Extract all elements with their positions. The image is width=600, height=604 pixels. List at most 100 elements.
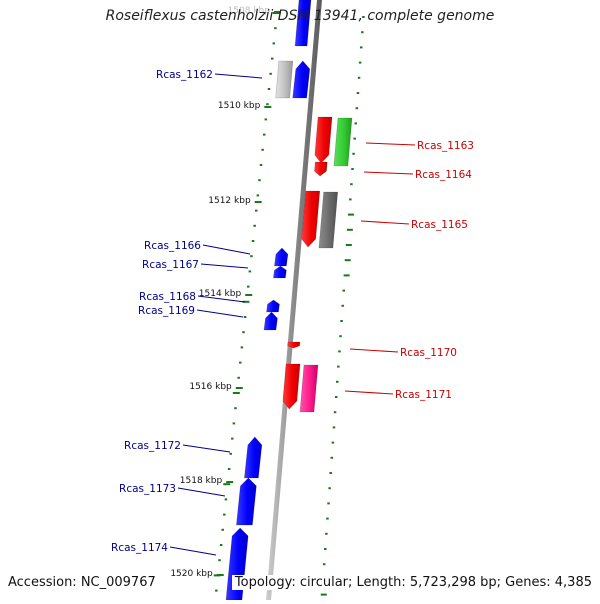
- genome-backbone-line: [266, 0, 322, 600]
- tick-mark: [221, 528, 224, 531]
- scale-label: 1508 kbp: [228, 6, 271, 16]
- tick-mark: [223, 513, 226, 516]
- gene-label-rcas-1168[interactable]: Rcas_1168: [139, 291, 196, 303]
- tick-mark: [239, 361, 242, 364]
- tick-mark: [270, 57, 274, 60]
- scale-tick: [226, 481, 234, 483]
- gene-rcas-1165[interactable]: [301, 190, 321, 248]
- tick-mark: [359, 46, 363, 49]
- tick-mark: [248, 270, 252, 273]
- label-leader-line: [344, 390, 394, 395]
- tick-mark: [266, 103, 269, 106]
- tick-mark: [340, 320, 343, 322]
- gene-label-rcas-1164[interactable]: Rcas_1164: [415, 169, 472, 181]
- gene-label-rcas-1162[interactable]: Rcas_1162: [156, 69, 213, 81]
- gene-rcas-1164[interactable]: [314, 161, 328, 177]
- tick-mark: [357, 76, 361, 79]
- tick-mark: [269, 72, 272, 75]
- gene-rcas-1162-pseudo[interactable]: [275, 60, 294, 99]
- tick-mark: [344, 259, 351, 262]
- scale-tick: [245, 294, 253, 296]
- gene-label-rcas-1173[interactable]: Rcas_1173: [119, 483, 176, 495]
- tick-mark: [237, 376, 240, 379]
- gene-features: [225, 0, 353, 601]
- gene-rcas-1168[interactable]: [266, 299, 280, 313]
- scale-label: 1520 kbp: [170, 569, 213, 579]
- tick-mark: [264, 118, 268, 121]
- label-leader-line: [200, 263, 249, 269]
- gene-label-rcas-1170[interactable]: Rcas_1170: [400, 347, 457, 359]
- gene-rcas-1163-b[interactable]: [333, 117, 353, 167]
- tick-mark: [259, 164, 263, 166]
- gene-rcas-1172[interactable]: [244, 436, 263, 479]
- gene-rcas-1162[interactable]: [292, 60, 311, 99]
- tick-mark: [247, 285, 250, 288]
- gene-label-rcas-1174[interactable]: Rcas_1174: [111, 542, 168, 554]
- tick-mark: [320, 593, 327, 596]
- tick-mark: [242, 300, 250, 303]
- tick-mark: [229, 452, 232, 455]
- page-title: Roseiflexus castenholzii DSM 13941, comp…: [105, 8, 495, 24]
- tick-mark: [324, 548, 327, 550]
- gene-rcas-1161[interactable]: [294, 0, 312, 47]
- gene-rcas-1169[interactable]: [263, 311, 278, 331]
- tick-mark: [326, 517, 329, 520]
- tick-mark: [338, 350, 341, 353]
- gene-rcas-1173[interactable]: [236, 477, 257, 526]
- gene-label-rcas-1171[interactable]: Rcas_1171: [395, 389, 452, 401]
- gene-label-rcas-1166[interactable]: Rcas_1166: [144, 240, 201, 252]
- gene-labels: Rcas_1162 Rcas_1163 Rcas_1164 Rcas_1165 Rcas…: [111, 69, 474, 556]
- tick-mark: [330, 456, 334, 459]
- label-leader-line: [197, 295, 246, 303]
- tick-mark: [274, 27, 277, 30]
- gene-label-rcas-1165[interactable]: Rcas_1165: [411, 219, 468, 231]
- scale-labels: 1508 kbp 1510 kbp 1512 kbp 1514 kbp 1516 kbp…: [170, 6, 281, 579]
- tick-mark: [332, 426, 336, 429]
- gene-label-rcas-1169[interactable]: Rcas_1169: [138, 305, 195, 317]
- gene-rcas-1166[interactable]: [274, 247, 289, 267]
- tick-mark: [352, 152, 355, 155]
- tick-mark: [356, 92, 360, 94]
- tick-mark: [358, 61, 362, 64]
- gene-rcas-1163[interactable]: [314, 116, 333, 164]
- accession-text: Accession: NC_009767: [8, 575, 156, 590]
- tick-mark: [223, 483, 231, 486]
- gene-rcas-1170[interactable]: [287, 341, 301, 349]
- genome-backbone: [266, 0, 322, 600]
- tick-mark: [347, 213, 354, 216]
- gene-rcas-1165-b[interactable]: [318, 191, 339, 249]
- scale-label: 1510 kbp: [218, 101, 261, 111]
- tick-mark: [329, 472, 332, 474]
- scale-label: 1512 kbp: [208, 196, 251, 206]
- tick-mark: [345, 244, 352, 246]
- tick-mark: [350, 183, 353, 186]
- tick-mark: [354, 122, 358, 125]
- tick-mark: [215, 589, 218, 592]
- tick-mark: [227, 468, 231, 470]
- tick-mark: [242, 331, 245, 334]
- tick-mark: [353, 137, 356, 140]
- minor-tick-marks: [213, 12, 365, 596]
- label-leader-line: [169, 546, 217, 556]
- gene-label-rcas-1172[interactable]: Rcas_1172: [124, 440, 181, 452]
- gene-rcas-1171-a[interactable]: [282, 363, 301, 410]
- label-leader-line: [365, 142, 416, 146]
- scale-label: 1514 kbp: [199, 289, 242, 299]
- scale-tick: [216, 574, 224, 576]
- label-leader-line: [177, 487, 226, 497]
- scale-tick: [264, 106, 272, 108]
- gene-label-rcas-1163[interactable]: Rcas_1163: [417, 140, 474, 152]
- scale-tick: [254, 201, 262, 203]
- label-leader-line: [349, 348, 399, 353]
- gene-rcas-1167[interactable]: [273, 265, 287, 279]
- tick-mark: [219, 544, 223, 546]
- tick-mark: [331, 441, 335, 444]
- gene-rcas-1171[interactable]: [299, 364, 319, 413]
- tick-mark: [232, 392, 240, 394]
- gene-label-rcas-1167[interactable]: Rcas_1167: [142, 259, 199, 271]
- tick-mark: [341, 304, 344, 307]
- tick-mark: [339, 335, 342, 338]
- scale-tick: [235, 387, 243, 389]
- tick-mark: [272, 42, 276, 45]
- tick-mark: [355, 107, 359, 110]
